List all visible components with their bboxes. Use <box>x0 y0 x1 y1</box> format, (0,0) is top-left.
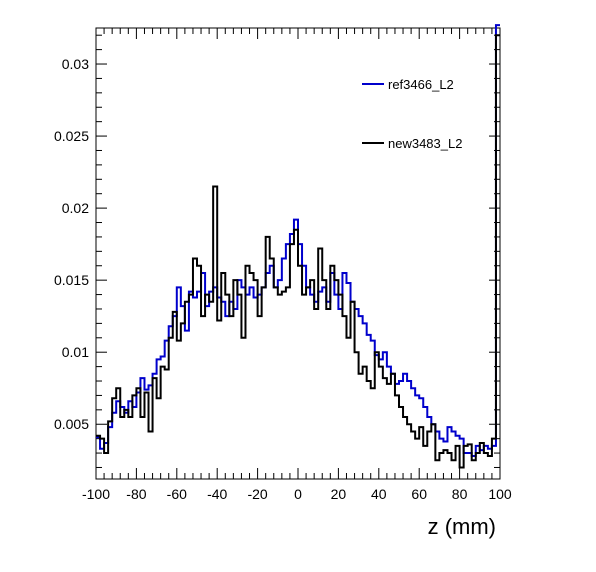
y-tick-label: 0.02 <box>62 200 89 216</box>
x-axis-label: z (mm) <box>428 514 496 539</box>
legend-label-ref: ref3466_L2 <box>388 77 454 92</box>
x-tick-label: 100 <box>488 486 512 502</box>
series-layer <box>96 24 500 469</box>
x-tick-label: 60 <box>411 486 427 502</box>
x-tick-label: 40 <box>371 486 387 502</box>
x-tick-label: 20 <box>331 486 347 502</box>
x-tick-label: -100 <box>82 486 110 502</box>
legend-box <box>356 58 488 180</box>
x-axis-ticks: -100 -80 -60 -40 -20 0 20 40 60 80 100 <box>82 28 512 502</box>
x-tick-label: 0 <box>294 486 302 502</box>
series-line-ref3466_L2 <box>96 24 500 457</box>
legend: ref3466_L2 new3483_L2 <box>356 58 488 180</box>
y-tick-label: 0.025 <box>54 128 89 144</box>
series-line-new3483_L2 <box>96 34 500 469</box>
x-tick-label: -80 <box>126 486 146 502</box>
legend-label-new: new3483_L2 <box>388 136 462 151</box>
x-tick-label: 80 <box>452 486 468 502</box>
x-tick-label: -40 <box>207 486 227 502</box>
y-tick-label: 0.03 <box>62 56 89 72</box>
x-tick-label: -60 <box>167 486 187 502</box>
y-tick-label: 0.01 <box>62 344 89 360</box>
y-tick-label: 0.015 <box>54 272 89 288</box>
y-tick-label: 0.005 <box>54 416 89 432</box>
x-tick-label: -20 <box>247 486 267 502</box>
y-axis-ticks: 0.005 0.01 0.015 0.02 0.025 0.03 <box>54 34 500 468</box>
